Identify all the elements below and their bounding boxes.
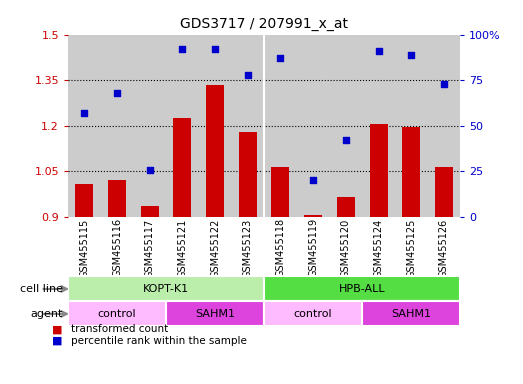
Bar	[362, 301, 460, 326]
Bar	[108, 180, 126, 217]
Bar	[435, 167, 453, 217]
Text: SAHM1: SAHM1	[391, 309, 431, 319]
Text: SAHM1: SAHM1	[195, 309, 235, 319]
Bar	[271, 167, 289, 217]
Title: GDS3717 / 207991_x_at: GDS3717 / 207991_x_at	[180, 17, 348, 31]
Bar	[75, 184, 93, 217]
Text: KOPT-K1: KOPT-K1	[143, 284, 189, 294]
Point	[178, 46, 187, 52]
Text: transformed count: transformed count	[71, 324, 168, 334]
Text: agent: agent	[30, 309, 63, 319]
Bar	[304, 215, 322, 217]
Bar	[402, 127, 420, 217]
Bar	[264, 301, 362, 326]
Point	[276, 55, 285, 61]
Point	[211, 46, 219, 52]
Bar	[68, 276, 264, 301]
Point	[80, 110, 88, 116]
Bar	[239, 132, 257, 217]
Text: HPB-ALL: HPB-ALL	[339, 284, 385, 294]
Bar	[337, 197, 355, 217]
Point	[145, 167, 154, 173]
Text: control: control	[98, 309, 137, 319]
Bar	[370, 124, 388, 217]
Point	[244, 72, 252, 78]
Point	[440, 81, 448, 87]
Point	[407, 51, 415, 58]
Text: control: control	[294, 309, 333, 319]
Bar	[68, 301, 166, 326]
Bar	[206, 85, 224, 217]
Point	[113, 90, 121, 96]
Point	[309, 177, 317, 184]
Point	[342, 137, 350, 143]
Bar	[141, 206, 158, 217]
Text: cell line: cell line	[20, 284, 63, 294]
Point	[374, 48, 383, 54]
Bar	[264, 276, 460, 301]
Bar	[166, 301, 264, 326]
Text: ■: ■	[52, 336, 63, 346]
Text: ■: ■	[52, 324, 63, 334]
Bar	[174, 118, 191, 217]
Text: percentile rank within the sample: percentile rank within the sample	[71, 336, 246, 346]
